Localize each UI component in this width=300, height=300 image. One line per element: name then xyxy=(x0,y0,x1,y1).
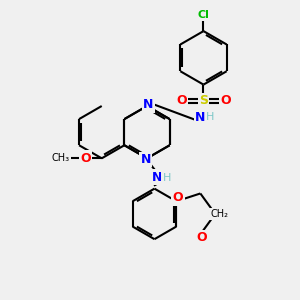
Text: CH₂: CH₂ xyxy=(211,209,229,219)
Text: H: H xyxy=(206,112,214,122)
Text: N: N xyxy=(143,98,153,111)
Text: S: S xyxy=(199,94,208,107)
Text: O: O xyxy=(176,94,187,107)
Text: CH₃: CH₃ xyxy=(52,153,70,163)
Text: H: H xyxy=(163,172,171,183)
Text: O: O xyxy=(196,231,207,244)
Text: Cl: Cl xyxy=(198,10,209,20)
Text: O: O xyxy=(172,191,183,204)
Text: N: N xyxy=(141,153,151,166)
Text: N: N xyxy=(195,111,206,124)
Text: O: O xyxy=(80,152,91,165)
Text: O: O xyxy=(220,94,231,107)
Text: N: N xyxy=(152,170,163,184)
